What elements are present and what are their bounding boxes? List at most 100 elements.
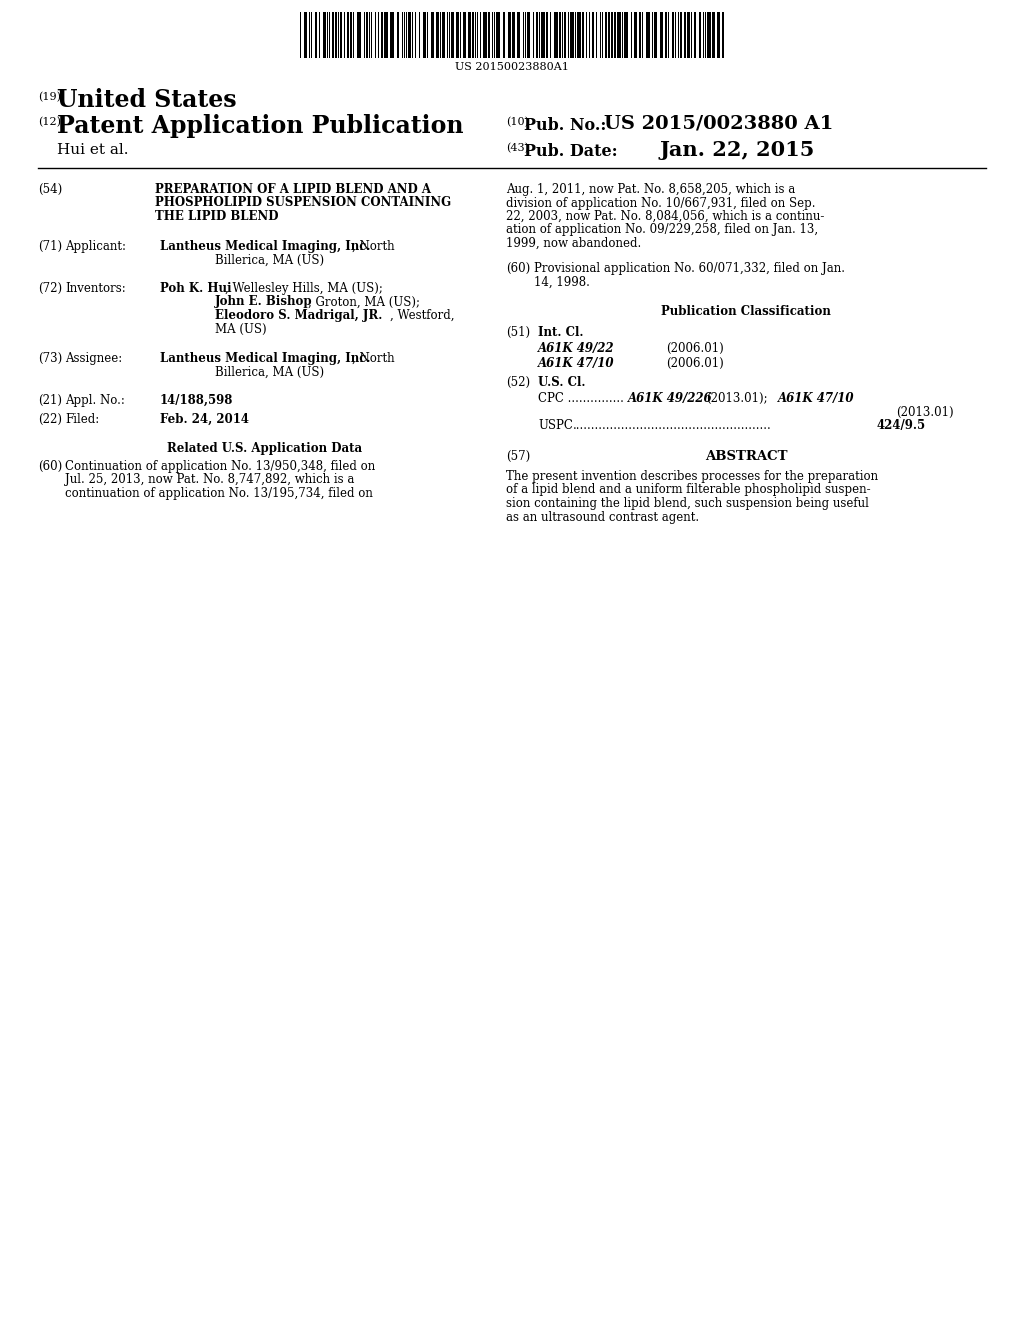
Text: (10): (10) (506, 117, 529, 127)
Bar (707, 12, 711, 58)
Text: A61K 47/10: A61K 47/10 (538, 356, 614, 370)
Text: Publication Classification: Publication Classification (662, 305, 830, 318)
Text: (2006.01): (2006.01) (666, 356, 724, 370)
Text: Applicant:: Applicant: (65, 240, 126, 253)
Bar (546, 12, 548, 58)
Text: Inventors:: Inventors: (65, 282, 126, 294)
Text: 1999, now abandoned.: 1999, now abandoned. (506, 238, 641, 249)
Bar (423, 12, 426, 58)
Text: as an ultrasound contrast agent.: as an ultrasound contrast agent. (506, 511, 699, 524)
Text: 14/188,598: 14/188,598 (160, 393, 233, 407)
Bar (577, 12, 581, 58)
Bar (381, 12, 383, 58)
Bar (517, 12, 520, 58)
Bar (408, 12, 411, 58)
Bar (468, 12, 471, 58)
Bar (472, 12, 474, 58)
Bar (608, 12, 610, 58)
Text: (52): (52) (506, 376, 530, 389)
Bar (512, 12, 515, 58)
Text: (57): (57) (506, 450, 530, 463)
Text: Patent Application Publication: Patent Application Publication (57, 114, 464, 139)
Text: United States: United States (57, 88, 237, 112)
Text: USPC: USPC (538, 418, 572, 432)
Text: , Wellesley Hills, MA (US);: , Wellesley Hills, MA (US); (225, 282, 383, 294)
Bar (672, 12, 674, 58)
Bar (646, 12, 650, 58)
Bar (503, 12, 505, 58)
Bar (694, 12, 696, 58)
Text: A61K 49/226: A61K 49/226 (628, 392, 713, 405)
Text: , North: , North (352, 240, 394, 253)
Text: Continuation of application No. 13/950,348, filed on: Continuation of application No. 13/950,3… (65, 459, 375, 473)
Bar (639, 12, 641, 58)
Text: PREPARATION OF A LIPID BLEND AND A: PREPARATION OF A LIPID BLEND AND A (155, 183, 431, 195)
Text: ABSTRACT: ABSTRACT (705, 450, 787, 463)
Text: , Westford,: , Westford, (390, 309, 455, 322)
Text: (19): (19) (38, 92, 61, 103)
Bar (340, 12, 342, 58)
Text: 424/9.5: 424/9.5 (877, 418, 926, 432)
Text: The present invention describes processes for the preparation: The present invention describes processe… (506, 470, 879, 483)
Bar (634, 12, 637, 58)
Text: 22, 2003, now Pat. No. 8,084,056, which is a continu-: 22, 2003, now Pat. No. 8,084,056, which … (506, 210, 824, 223)
Bar (488, 12, 490, 58)
Bar (617, 12, 621, 58)
Bar (335, 12, 337, 58)
Text: (43): (43) (506, 143, 529, 153)
Bar (436, 12, 439, 58)
Text: Poh K. Hui: Poh K. Hui (160, 282, 231, 294)
Text: Filed:: Filed: (65, 413, 99, 426)
Bar (559, 12, 561, 58)
Text: Int. Cl.: Int. Cl. (538, 326, 584, 339)
Text: Hui et al.: Hui et al. (57, 143, 128, 157)
Bar (611, 12, 613, 58)
Text: Eleodoro S. Madrigal, JR.: Eleodoro S. Madrigal, JR. (215, 309, 382, 322)
Text: Jul. 25, 2013, now Pat. No. 8,747,892, which is a: Jul. 25, 2013, now Pat. No. 8,747,892, w… (65, 474, 354, 487)
Bar (347, 12, 349, 58)
Bar (712, 12, 715, 58)
Bar (384, 12, 388, 58)
Bar (605, 12, 607, 58)
Text: (60): (60) (506, 261, 530, 275)
Bar (442, 12, 445, 58)
Text: (72): (72) (38, 282, 62, 294)
Bar (680, 12, 682, 58)
Bar (614, 12, 616, 58)
Bar (390, 12, 394, 58)
Bar (541, 12, 545, 58)
Text: Billerica, MA (US): Billerica, MA (US) (215, 253, 325, 267)
Text: A61K 47/10: A61K 47/10 (778, 392, 854, 405)
Bar (496, 12, 500, 58)
Text: Jan. 22, 2015: Jan. 22, 2015 (660, 140, 815, 160)
Text: sion containing the lipid blend, such suspension being useful: sion containing the lipid blend, such su… (506, 498, 869, 510)
Bar (554, 12, 558, 58)
Text: (2006.01): (2006.01) (666, 342, 724, 355)
Text: ation of application No. 09/229,258, filed on Jan. 13,: ation of application No. 09/229,258, fil… (506, 223, 818, 236)
Text: , Groton, MA (US);: , Groton, MA (US); (308, 296, 420, 309)
Text: Appl. No.:: Appl. No.: (65, 393, 125, 407)
Bar (564, 12, 566, 58)
Text: division of application No. 10/667,931, filed on Sep.: division of application No. 10/667,931, … (506, 197, 815, 210)
Text: (54): (54) (38, 183, 62, 195)
Bar (357, 12, 361, 58)
Text: , North: , North (352, 352, 394, 366)
Text: (2013.01): (2013.01) (896, 405, 954, 418)
Text: continuation of application No. 13/195,734, filed on: continuation of application No. 13/195,7… (65, 487, 373, 500)
Bar (483, 12, 487, 58)
Bar (684, 12, 686, 58)
Text: .....................................................: ........................................… (573, 418, 772, 432)
Bar (431, 12, 434, 58)
Bar (570, 12, 574, 58)
Bar (582, 12, 584, 58)
Text: (73): (73) (38, 352, 62, 366)
Text: Provisional application No. 60/071,332, filed on Jan.: Provisional application No. 60/071,332, … (534, 261, 845, 275)
Bar (451, 12, 454, 58)
Bar (366, 12, 368, 58)
Bar (315, 12, 317, 58)
Bar (722, 12, 724, 58)
Text: Assignee:: Assignee: (65, 352, 122, 366)
Text: 14, 1998.: 14, 1998. (534, 276, 590, 289)
Bar (592, 12, 594, 58)
Bar (332, 12, 334, 58)
